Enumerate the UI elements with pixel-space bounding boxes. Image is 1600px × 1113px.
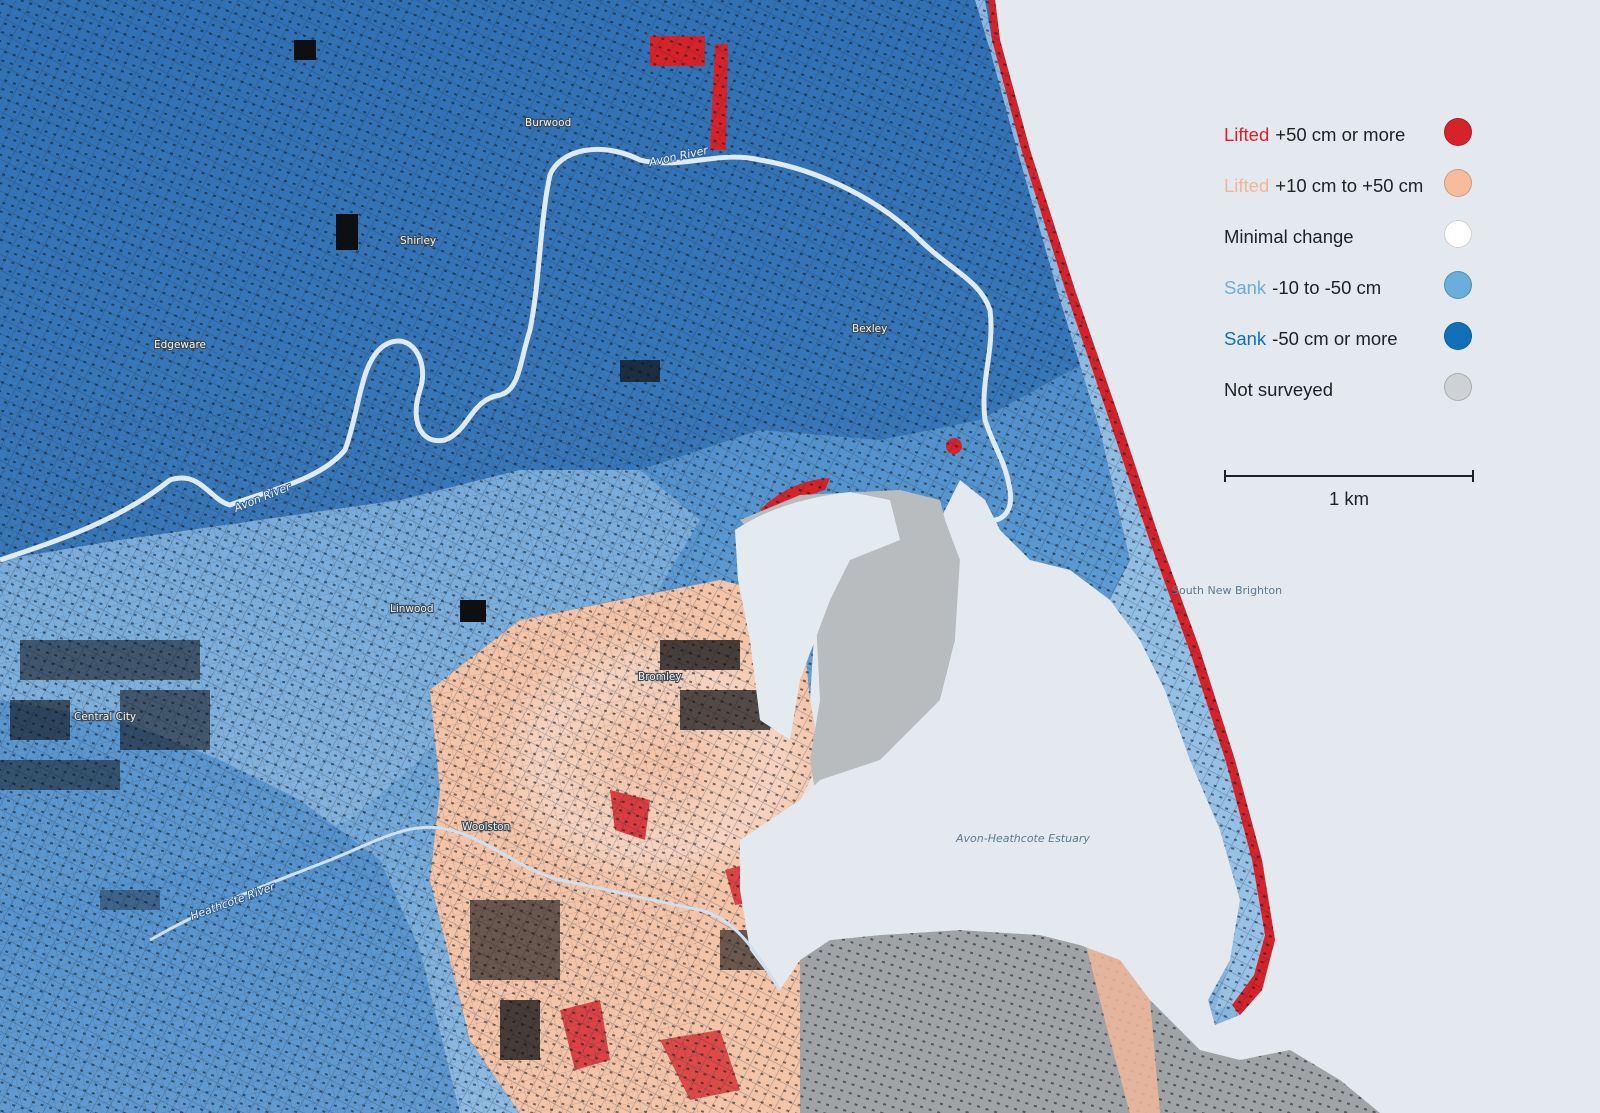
legend-range: +10 cm to +50 cm: [1275, 175, 1424, 196]
scale-bar: [1224, 470, 1474, 482]
legend-item: Lifted +50 cm or more: [1224, 118, 1480, 169]
legend-keyword: Lifted: [1224, 124, 1270, 145]
legend-label: Minimal change: [1224, 226, 1354, 248]
legend-range: Not surveyed: [1224, 379, 1333, 400]
legend-range: -50 cm or more: [1272, 328, 1398, 349]
legend-label: Sank -10 to -50 cm: [1224, 277, 1381, 299]
place-label-bromley: Bromley: [638, 671, 682, 683]
legend-item: Minimal change: [1224, 220, 1480, 271]
scale-bar-tick-start: [1224, 470, 1226, 482]
place-label-shirley: Shirley: [400, 235, 436, 247]
legend-swatch: [1444, 322, 1472, 350]
legend-range: Minimal change: [1224, 226, 1354, 247]
estuary-label: Avon-Heathcote Estuary: [955, 832, 1090, 845]
legend-swatch: [1444, 118, 1472, 146]
legend-label: Lifted +50 cm or more: [1224, 124, 1405, 146]
place-label-bexley: Bexley: [852, 323, 887, 335]
legend-swatch: [1444, 220, 1472, 248]
legend-keyword: Lifted: [1224, 175, 1270, 196]
scale-bar-label: 1 km: [1328, 488, 1370, 509]
legend-item: Lifted +10 cm to +50 cm: [1224, 169, 1480, 220]
legend-swatch: [1444, 271, 1472, 299]
legend: Lifted +50 cm or more Lifted +10 cm to +50 …: [1224, 118, 1480, 424]
place-label-central-city: Central City: [74, 711, 136, 723]
legend-label: Lifted +10 cm to +50 cm: [1224, 175, 1423, 197]
legend-range: +50 cm or more: [1275, 124, 1406, 145]
legend-item: Sank -50 cm or more: [1224, 322, 1480, 373]
estuary-water: [740, 560, 1215, 1040]
legend-label: Sank -50 cm or more: [1224, 328, 1398, 350]
avon-river: [0, 146, 1014, 563]
place-label-south-new-brighton: South New Brighton: [1172, 584, 1282, 597]
legend-item: Sank -10 to -50 cm: [1224, 271, 1480, 322]
legend-keyword: Sank: [1224, 277, 1267, 298]
legend-item: Not surveyed: [1224, 373, 1480, 424]
place-label-edgeware: Edgeware: [154, 339, 206, 351]
legend-swatch: [1444, 373, 1472, 401]
heathcote-river: [149, 825, 782, 991]
legend-swatch: [1444, 169, 1472, 197]
land-area: [0, 0, 1275, 1113]
place-label-woolston: Woolston: [462, 821, 510, 833]
place-label-burwood: Burwood: [525, 117, 571, 129]
legend-label: Not surveyed: [1224, 379, 1333, 401]
legend-keyword: Sank: [1224, 328, 1267, 349]
scale-bar-tick-end: [1472, 470, 1474, 482]
place-label-linwood: Linwood: [390, 603, 434, 615]
scale-bar-line: [1224, 475, 1474, 477]
legend-range: -10 to -50 cm: [1272, 277, 1382, 298]
